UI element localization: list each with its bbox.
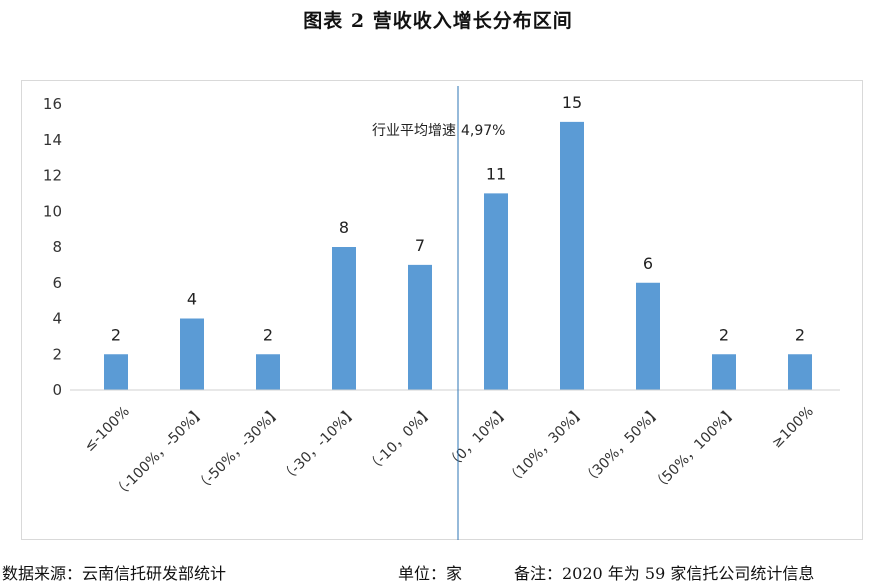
average-annotation-label: 行业平均增速 [372,123,456,139]
bar-value-label: 2 [263,325,273,344]
bar [484,193,508,390]
y-tick-label: 8 [52,238,62,256]
x-tick-label: （-10，0%】 [364,404,437,477]
y-tick-label: 6 [52,274,62,292]
y-tick-label: 12 [43,167,62,185]
x-tick-label: （-30，-10%】 [278,404,361,487]
average-annotation-value: 4,97% [461,123,505,139]
bar-chart: 0 2 4 6 8 10 12 14 16 2 4 2 8 7 11 15 6 2 2 ≤-100%（-100%，… [43,86,840,540]
y-tick-label: 14 [43,131,62,149]
bar-value-label: 11 [486,164,506,183]
y-tick-label: 16 [43,95,62,113]
bar [180,318,204,390]
x-tick-label: （50%，100%】 [650,404,741,495]
unit-label: 单位：家 [398,564,463,583]
footnote: 备注：2020 年为 59 家信托公司统计信息 [514,564,815,583]
bars: 2 4 2 8 7 11 15 6 2 2 [104,93,812,390]
bar [788,354,812,390]
bar-value-label: 2 [719,325,729,344]
bar-value-label: 7 [415,236,425,255]
bar-value-label: 6 [643,254,653,273]
x-tick-label: ≥100% [769,404,817,452]
bar-value-label: 2 [795,325,805,344]
bar [560,121,584,390]
bar [256,354,280,390]
x-tick-label: （10%，30%】 [504,404,589,489]
bar-value-label: 15 [562,93,582,112]
average-annotation: 行业平均增速 4,97% [372,86,505,540]
y-axis: 0 2 4 6 8 10 12 14 16 [43,95,62,399]
bar [104,354,128,390]
y-tick-label: 4 [52,310,62,328]
x-tick-label: （30%，50%】 [580,404,665,489]
x-tick-label: ≤-100% [81,404,132,455]
bar [332,247,356,390]
page-title: 图表 2 营收收入增长分布区间 [303,10,573,32]
data-source: 数据来源：云南信托研发部统计 [2,564,227,583]
bar-value-label: 2 [111,325,121,344]
x-tick-label: （0，10%】 [444,404,513,473]
bar [712,354,736,390]
bar [636,282,660,390]
bar-value-label: 4 [187,290,197,309]
y-tick-label: 2 [52,345,62,363]
bar-value-label: 8 [339,218,349,237]
y-tick-label: 10 [43,202,62,220]
x-axis: ≤-100%（-100%，-50%】（-50%，-30%】（-30，-10%】（… [70,389,840,502]
x-tick-label: （-50%，-30%】 [193,404,285,496]
chart-frame [21,80,863,540]
bar [408,264,432,390]
y-tick-label: 0 [52,381,62,399]
